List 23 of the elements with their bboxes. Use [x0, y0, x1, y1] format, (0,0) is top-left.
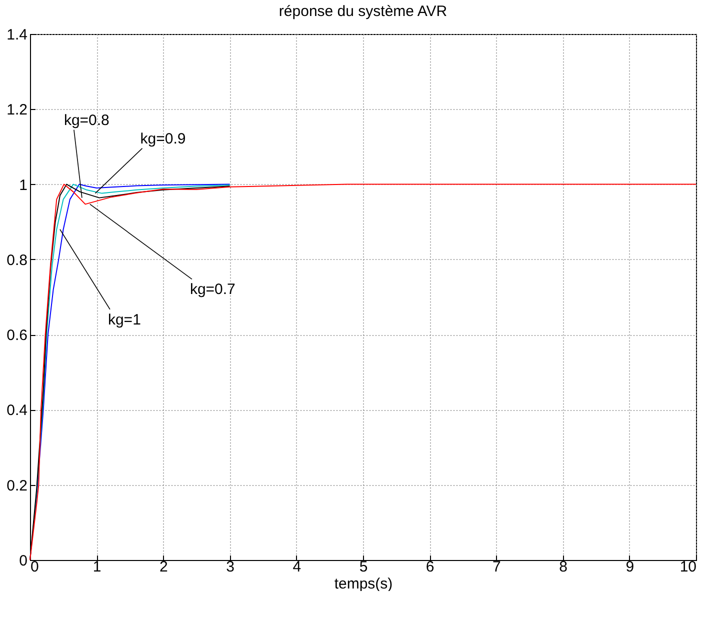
y-tick-label: 0.2 [6, 477, 28, 494]
y-tick-label: 0.4 [6, 402, 28, 420]
y-tick-label: 1.2 [6, 102, 28, 119]
y-tick-label: 0.6 [6, 327, 28, 344]
x-tick-label: 7 [492, 558, 501, 576]
y-tick-label: 1 [19, 176, 28, 194]
annotation: kg=0.9 [140, 130, 186, 148]
x-tick-label: 1 [92, 558, 102, 576]
annotation: kg=0.7 [190, 281, 236, 298]
x-tick-label: 6 [426, 558, 434, 576]
annotation: kg=0.8 [64, 112, 110, 129]
y-tick-label: 0.8 [6, 252, 28, 269]
x-tick-label: 0 [30, 558, 39, 576]
x-tick-label: 4 [292, 558, 302, 576]
x-tick-label: 8 [559, 558, 568, 576]
chart-title: réponse du système AVR [278, 3, 448, 20]
x-tick-label: 5 [359, 558, 368, 576]
x-tick-label: 3 [226, 558, 234, 576]
x-tick-label: 9 [626, 558, 634, 576]
y-tick-label: 1.4 [6, 26, 28, 44]
annotation: kg=1 [108, 311, 141, 328]
x-tick-label: 10 [680, 558, 696, 576]
x-tick-label: 2 [160, 558, 168, 576]
